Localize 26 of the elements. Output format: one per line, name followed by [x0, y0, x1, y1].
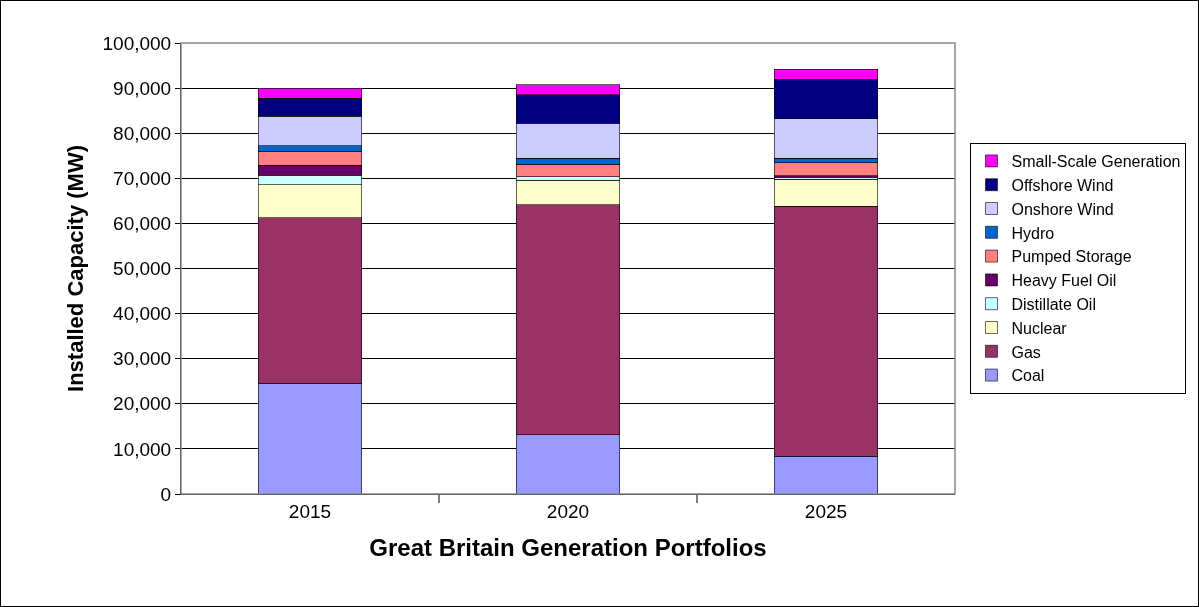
legend-label: Offshore Wind [1011, 176, 1114, 194]
y-tick-label: 50,000 [113, 258, 172, 280]
x-tick-label: 2020 [546, 500, 590, 522]
y-tick-label: 40,000 [113, 303, 172, 325]
y-tick-label: 60,000 [113, 213, 172, 235]
y-tick-label: 0 [160, 483, 172, 505]
y-axis-title: Installed Capacity (MW) [63, 145, 89, 392]
legend-label: Gas [1011, 343, 1041, 361]
x-tick-label: 2025 [804, 500, 848, 522]
legend-label: Onshore Wind [1011, 200, 1114, 218]
x-tick-label: 2015 [288, 500, 332, 522]
y-tick-label: 70,000 [113, 167, 172, 189]
y-tick-label: 30,000 [113, 348, 172, 370]
y-tick-label: 90,000 [113, 77, 172, 99]
legend-label: Heavy Fuel Oil [1011, 272, 1117, 290]
y-tick-label: 100,000 [102, 32, 172, 54]
y-tick-label: 20,000 [113, 393, 172, 415]
x-axis-title: Great Britain Generation Portfolios [369, 534, 767, 562]
legend-label: Coal [1011, 367, 1045, 385]
legend-label: Distillate Oil [1011, 295, 1096, 313]
y-tick-label: 80,000 [113, 122, 172, 144]
legend-label: Hydro [1011, 224, 1055, 242]
y-tick-label: 10,000 [113, 438, 172, 460]
legend-label: Small-Scale Generation [1011, 153, 1181, 171]
legend-label: Pumped Storage [1011, 248, 1132, 266]
legend-label: Nuclear [1011, 319, 1068, 337]
